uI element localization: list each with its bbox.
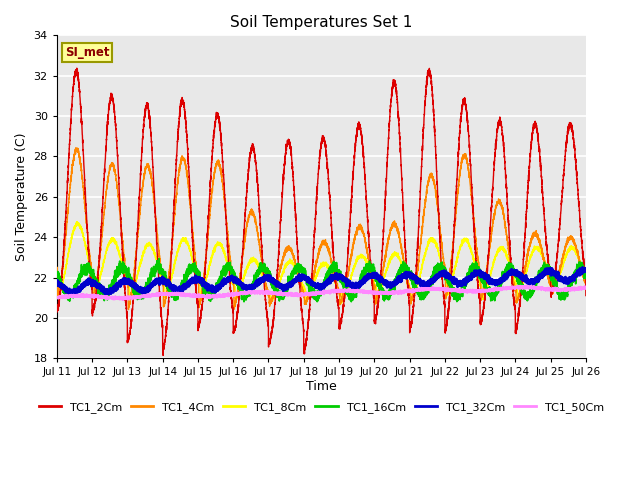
- Title: Soil Temperatures Set 1: Soil Temperatures Set 1: [230, 15, 413, 30]
- Y-axis label: Soil Temperature (C): Soil Temperature (C): [15, 132, 28, 261]
- Legend: TC1_2Cm, TC1_4Cm, TC1_8Cm, TC1_16Cm, TC1_32Cm, TC1_50Cm: TC1_2Cm, TC1_4Cm, TC1_8Cm, TC1_16Cm, TC1…: [34, 397, 609, 417]
- Text: SI_met: SI_met: [65, 47, 109, 60]
- X-axis label: Time: Time: [306, 380, 337, 393]
